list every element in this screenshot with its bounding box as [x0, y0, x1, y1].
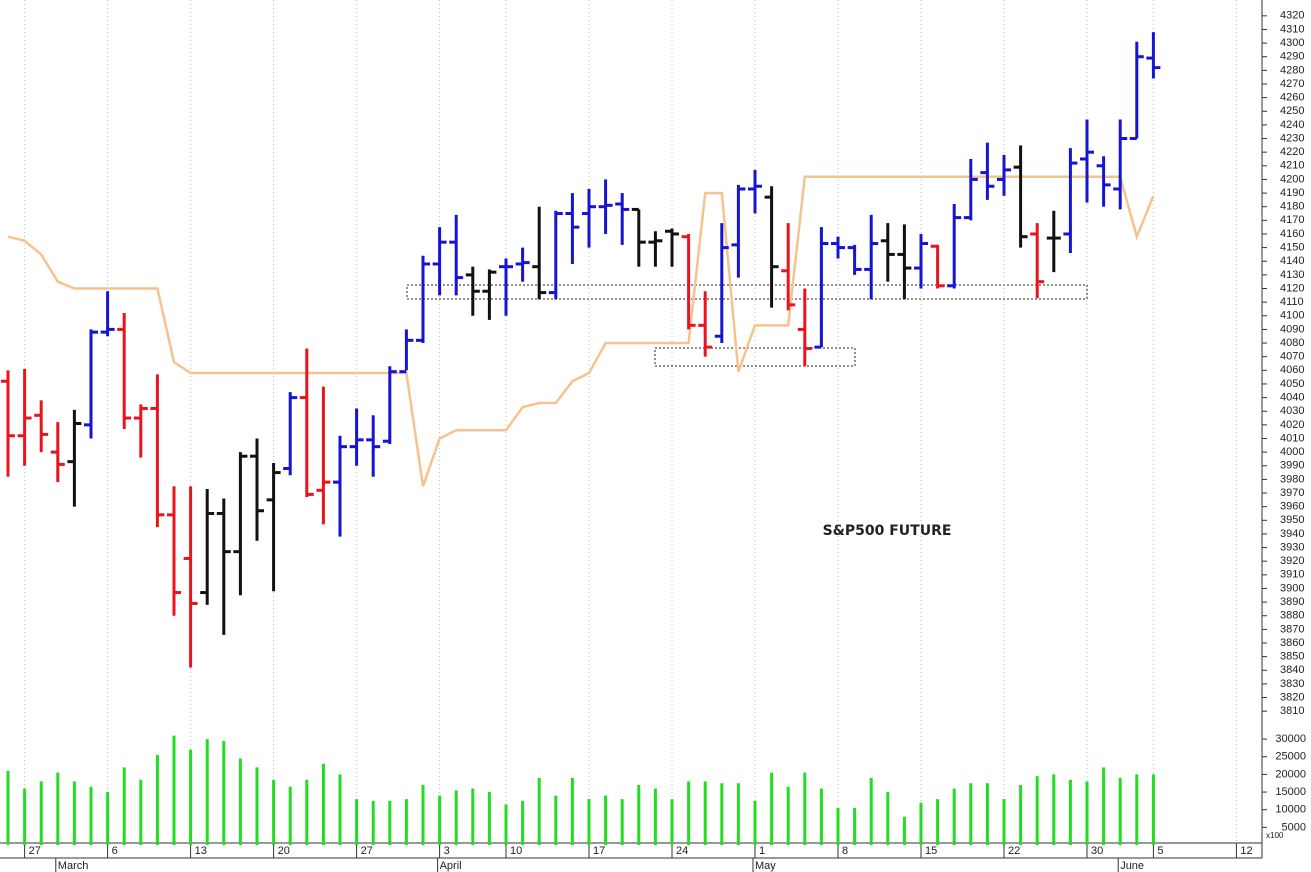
y-tick-label: 4050 [1280, 378, 1304, 390]
y-tick-label: 4320 [1280, 10, 1304, 22]
y-tick-label: 4040 [1280, 391, 1304, 403]
month-label: March [58, 860, 89, 872]
y-tick-label: 4110 [1280, 296, 1304, 308]
y-tick-label: 4010 [1280, 432, 1304, 444]
y-tick-label: 4220 [1280, 146, 1304, 158]
y-tick-label: 4060 [1280, 364, 1304, 376]
y-tick-label: 3940 [1280, 528, 1304, 540]
y-tick-label: 3840 [1280, 664, 1304, 676]
y-tick-label: 3970 [1280, 487, 1304, 499]
y-tick-label: 4140 [1280, 255, 1304, 267]
x-tick-label: 12 [1240, 845, 1252, 857]
x-tick-label: 27 [361, 845, 373, 857]
y-tick-label: 4290 [1280, 51, 1304, 63]
x-tick-label: 24 [676, 845, 688, 857]
y-tick-label: 4020 [1280, 419, 1304, 431]
x-tick-label: 8 [842, 845, 848, 857]
volume-tick-label: 25000 [1275, 751, 1306, 763]
support-zone [406, 284, 1088, 300]
y-tick-label: 4170 [1280, 214, 1304, 226]
x-tick-label: 30 [1091, 845, 1103, 857]
y-tick-label: 4150 [1280, 242, 1304, 254]
y-tick-label: 4030 [1280, 405, 1304, 417]
y-tick-label: 4230 [1280, 132, 1304, 144]
y-tick-label: 4270 [1280, 78, 1304, 90]
y-tick-label: 4120 [1280, 282, 1304, 294]
y-tick-label: 3890 [1280, 596, 1304, 608]
y-tick-label: 4280 [1280, 64, 1304, 76]
volume-tick-label: 30000 [1275, 733, 1306, 745]
y-tick-label: 3820 [1280, 691, 1304, 703]
y-tick-label: 4240 [1280, 119, 1304, 131]
x-tick-label: 15 [925, 845, 937, 857]
volume-unit: x100 [1266, 831, 1284, 840]
y-tick-label: 4090 [1280, 323, 1304, 335]
x-tick-label: 27 [29, 845, 41, 857]
reference-line [7, 175, 1155, 487]
y-tick-label: 4080 [1280, 337, 1304, 349]
y-tick-label: 3850 [1280, 651, 1304, 663]
x-tick-label: 20 [278, 845, 290, 857]
x-tick-label: 6 [112, 845, 118, 857]
y-tick-label: 4130 [1280, 269, 1304, 281]
y-tick-label: 3980 [1280, 473, 1304, 485]
chart-title: S&P500 FUTURE [823, 523, 952, 539]
y-tick-label: 3830 [1280, 678, 1304, 690]
y-tick-label: 3930 [1280, 541, 1304, 553]
y-tick-label: 4200 [1280, 173, 1304, 185]
y-tick-label: 4180 [1280, 201, 1304, 213]
y-tick-label: 4300 [1280, 37, 1304, 49]
y-tick-label: 3870 [1280, 623, 1304, 635]
x-tick-label: 17 [593, 845, 605, 857]
y-tick-label: 4100 [1280, 310, 1304, 322]
x-tick-label: 10 [510, 845, 522, 857]
y-tick-label: 3920 [1280, 555, 1304, 567]
y-tick-label: 3810 [1280, 705, 1304, 717]
y-tick-label: 3990 [1280, 460, 1304, 472]
volume-tick-label: 5000 [1282, 821, 1306, 833]
y-tick-label: 4190 [1280, 187, 1304, 199]
y-tick-label: 3880 [1280, 610, 1304, 622]
volume-tick-label: 20000 [1275, 768, 1306, 780]
y-tick-label: 3860 [1280, 637, 1304, 649]
y-tick-label: 3910 [1280, 569, 1304, 581]
y-tick-label: 3960 [1280, 501, 1304, 513]
month-label: May [755, 860, 776, 872]
y-tick-label: 4310 [1280, 23, 1304, 35]
y-tick-label: 3900 [1280, 582, 1304, 594]
x-tick-label: 13 [195, 845, 207, 857]
y-tick-label: 4000 [1280, 446, 1304, 458]
month-label: April [440, 860, 462, 872]
y-tick-label: 4260 [1280, 92, 1304, 104]
x-tick-label: 22 [1008, 845, 1020, 857]
y-tick-label: 3950 [1280, 514, 1304, 526]
y-tick-label: 4210 [1280, 160, 1304, 172]
month-label: June [1120, 860, 1144, 872]
x-tick-label: 1 [759, 845, 765, 857]
volume-tick-label: 10000 [1275, 804, 1306, 816]
x-tick-label: 3 [444, 845, 450, 857]
y-tick-label: 4160 [1280, 228, 1304, 240]
x-tick-label: 5 [1157, 845, 1163, 857]
volume-tick-label: 15000 [1275, 786, 1306, 798]
y-tick-label: 4070 [1280, 351, 1304, 363]
y-tick-label: 4250 [1280, 105, 1304, 117]
